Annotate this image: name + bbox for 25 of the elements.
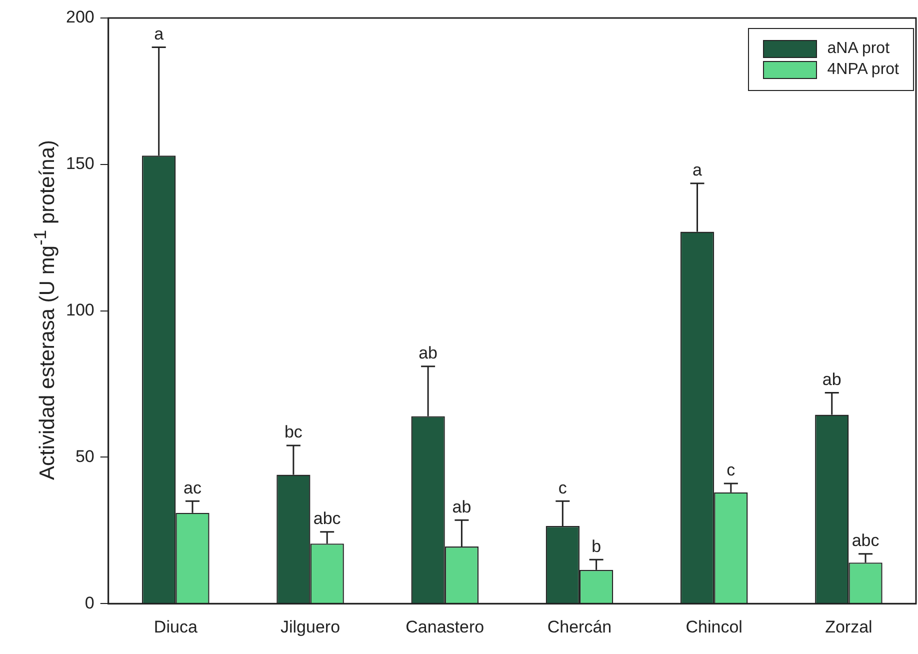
annotation: abc (852, 531, 880, 550)
x-tick-label: Zorzal (825, 617, 872, 636)
y-tick-label: 150 (66, 154, 94, 174)
y-tick-label: 100 (66, 300, 94, 320)
annotation: a (154, 24, 164, 44)
x-tick-label: Canastero (406, 617, 484, 636)
x-tick-label: Diuca (154, 617, 198, 636)
annotation: b (592, 536, 602, 556)
y-tick-label: 0 (84, 593, 94, 612)
annotation: ac (184, 478, 202, 498)
annotation: c (726, 460, 736, 480)
annotation: bc (284, 422, 303, 442)
x-tick-label: Chincol (686, 617, 742, 636)
y-tick-label: 200 (66, 8, 94, 27)
x-tick-label: Jilguero (280, 617, 340, 636)
annotation: abc (313, 509, 342, 528)
annotation: ab (822, 370, 842, 389)
x-tick-label: Chercán (547, 617, 612, 636)
legend-label: 4NPA prot (827, 61, 899, 79)
y-tick-label: 50 (75, 446, 94, 466)
annotation: a (692, 160, 703, 180)
annotation: ab (452, 497, 472, 516)
annotation: ab (418, 344, 438, 363)
legend-label: aNA prot (827, 40, 890, 58)
annotation: c (558, 478, 568, 498)
